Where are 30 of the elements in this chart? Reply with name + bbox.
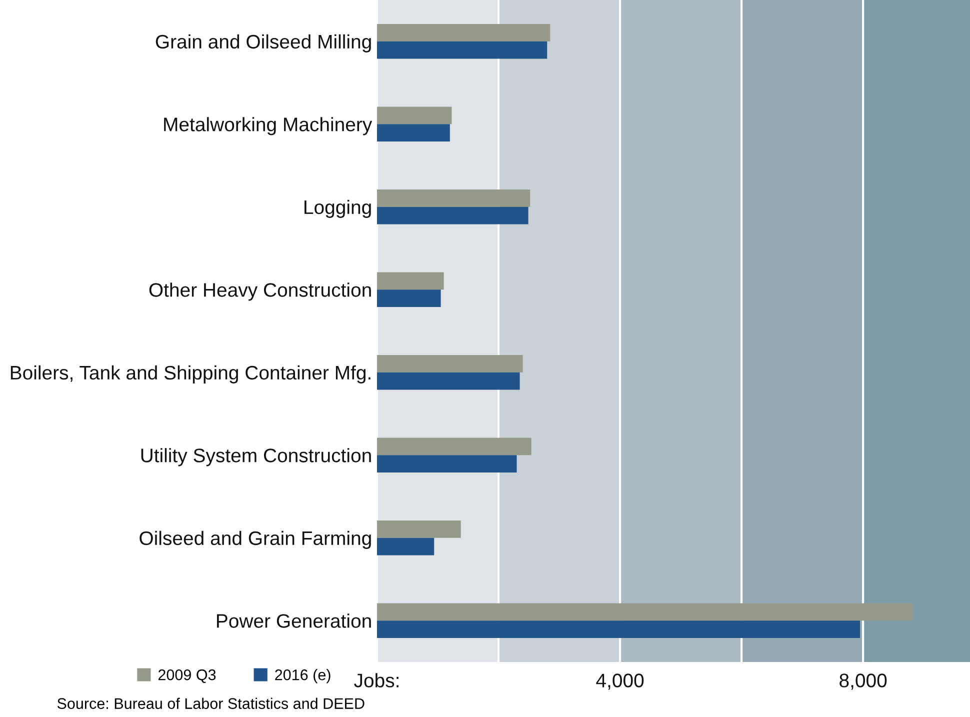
x-tick-label: Jobs: [354, 673, 398, 688]
legend-label: 2009 Q3 [158, 669, 216, 683]
y-tick-label: Grain and Oilseed Milling [156, 34, 371, 52]
x-tick-label: 4,000 [596, 674, 644, 690]
bar [377, 106, 452, 124]
bar [377, 538, 434, 556]
bar [377, 355, 523, 372]
bar [377, 620, 860, 638]
bar [377, 41, 548, 59]
bar [377, 372, 520, 390]
y-tick-label: Utility System Construction [141, 448, 371, 466]
y-tick-label: Metalworking Machinery [164, 117, 372, 136]
source-note: Source: Bureau of Labor Statistics and DEED [57, 698, 364, 709]
x-tick-label: 8,000 [840, 674, 887, 690]
bar [377, 603, 913, 621]
y-tick-label: Boilers, Tank and Shipping Container Mfg. [10, 365, 370, 384]
bar [377, 190, 530, 207]
y-tick-label: Other Heavy Construction [149, 282, 371, 301]
bar [377, 455, 517, 473]
bar [377, 520, 461, 538]
y-tick-label: Logging [304, 200, 371, 218]
bar [377, 272, 444, 290]
bar [377, 24, 550, 42]
bar [377, 124, 450, 142]
y-tick-label: Power Generation [217, 614, 371, 628]
legend-label: 2016 (e) [275, 669, 330, 684]
bar [377, 206, 528, 224]
y-tick-label: Oilseed and Grain Farming [140, 530, 371, 549]
bar [377, 438, 532, 456]
bar [377, 290, 441, 308]
